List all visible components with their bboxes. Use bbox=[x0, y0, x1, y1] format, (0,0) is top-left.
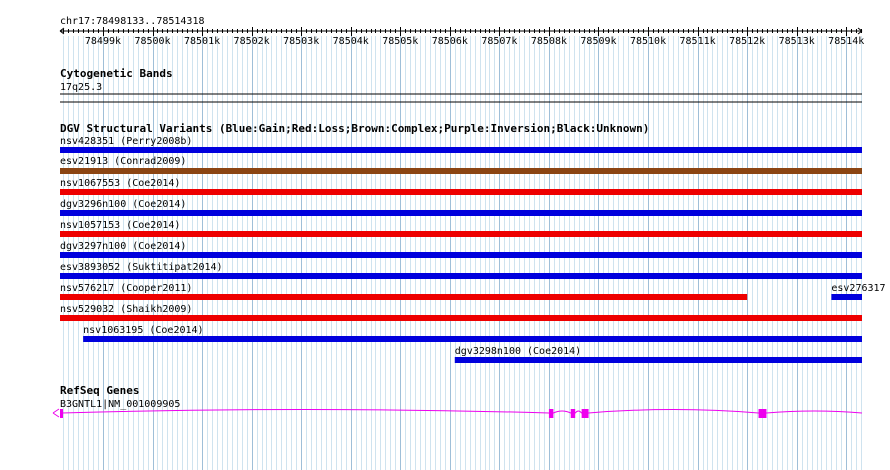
dgv-feature-label: dgv3298n100 (Coe2014) bbox=[455, 346, 581, 357]
gene-exon[interactable] bbox=[581, 409, 589, 418]
dgv-feature-label: esv3893052 (Suktitipat2014) bbox=[60, 262, 223, 273]
ruler-tick-label: 78512k bbox=[729, 36, 765, 47]
ruler-tick-label: 78508k bbox=[531, 36, 567, 47]
dgv-feature-bar[interactable] bbox=[60, 231, 862, 237]
dgv-feature-bar[interactable] bbox=[60, 273, 862, 279]
ruler-tick-label: 78510k bbox=[630, 36, 666, 47]
ruler-tick-label: 78503k bbox=[283, 36, 319, 47]
gene-exon[interactable] bbox=[548, 409, 554, 418]
ruler-tick-label: 78506k bbox=[432, 36, 468, 47]
ruler-left-arrow bbox=[59, 27, 65, 35]
ruler-tick-label: 78499k bbox=[85, 36, 121, 47]
ruler-tick-label: 78501k bbox=[184, 36, 220, 47]
ruler-tick-label: 78507k bbox=[481, 36, 517, 47]
ruler-tick-label: 78514k bbox=[828, 36, 864, 47]
strand-arrow-icon bbox=[52, 408, 60, 418]
dgv-feature-label: esv276317 bbox=[831, 283, 885, 294]
dgv-feature-label: dgv3297n100 (Coe2014) bbox=[60, 241, 186, 252]
dgv-features: nsv428351 (Perry2008b) esv21913 (Conrad20… bbox=[60, 136, 886, 363]
dgv-feature-bar[interactable] bbox=[60, 168, 862, 174]
gene-intron-line bbox=[60, 409, 863, 414]
dgv-feature-bar[interactable] bbox=[60, 294, 748, 300]
position-label: chr17:78498133..78514318 bbox=[60, 16, 205, 27]
dgv-feature-label: nsv529032 (Shaikh2009) bbox=[60, 304, 192, 315]
ruler-ticks bbox=[59, 27, 863, 36]
ruler-tick-label: 78504k bbox=[333, 36, 369, 47]
dgv-feature-bar[interactable] bbox=[831, 294, 862, 300]
cytoband-track-title: Cytogenetic Bands bbox=[60, 67, 173, 80]
gene-label: B3GNTL1|NM_001009905 bbox=[60, 399, 180, 410]
gene-exon[interactable] bbox=[60, 409, 63, 418]
dgv-feature-label: nsv428351 (Perry2008b) bbox=[60, 136, 192, 147]
refseq-track-title: RefSeq Genes bbox=[60, 384, 139, 397]
dgv-track[interactable]: DGV Structural Variants (Blue:Gain;Red:L… bbox=[60, 122, 886, 363]
dgv-track-title: DGV Structural Variants (Blue:Gain;Red:L… bbox=[60, 122, 649, 135]
ruler-tick-label: 78511k bbox=[680, 36, 716, 47]
dgv-feature-bar[interactable] bbox=[454, 357, 862, 363]
refseq-track[interactable]: RefSeq Genes B3GNTL1|NM_001009905 bbox=[52, 384, 863, 418]
gene-exon[interactable] bbox=[570, 409, 576, 418]
dgv-feature-bar[interactable] bbox=[60, 210, 862, 216]
dgv-feature-label: nsv1057153 (Coe2014) bbox=[60, 220, 180, 231]
dgv-feature-label: nsv576217 (Cooper2011) bbox=[60, 283, 192, 294]
ruler-tick-label: 78513k bbox=[779, 36, 815, 47]
gene-model-b3gntl1[interactable] bbox=[52, 408, 863, 418]
dgv-feature-label: dgv3296n100 (Coe2014) bbox=[60, 199, 186, 210]
ruler-track[interactable]: chr17:78498133..78514318 78499k 78500k 785… bbox=[59, 16, 864, 47]
dgv-feature-bar[interactable] bbox=[83, 336, 862, 342]
dgv-feature-label: esv21913 (Conrad2009) bbox=[60, 156, 186, 167]
dgv-feature-label: nsv1063195 (Coe2014) bbox=[83, 325, 203, 336]
dgv-feature-label: nsv1067553 (Coe2014) bbox=[60, 178, 180, 189]
ruler-tick-label: 78505k bbox=[382, 36, 418, 47]
dgv-feature-bar[interactable] bbox=[60, 189, 862, 195]
ruler-tick-label: 78502k bbox=[234, 36, 270, 47]
ruler-tick-label: 78509k bbox=[580, 36, 616, 47]
dgv-feature-bar[interactable] bbox=[60, 252, 862, 258]
dgv-feature-bar[interactable] bbox=[60, 315, 862, 321]
cytoband-label: 17q25.3 bbox=[60, 82, 102, 93]
cytoband-track[interactable]: Cytogenetic Bands 17q25.3 bbox=[60, 67, 862, 103]
dgv-feature-bar[interactable] bbox=[60, 147, 862, 153]
ruler-right-arrow bbox=[857, 27, 863, 35]
gene-exon[interactable] bbox=[758, 409, 767, 418]
ruler-tick-labels: 78499k 78500k 78501k 78502k 78503k 78504k 7850… bbox=[85, 36, 864, 47]
ruler-tick-label: 78500k bbox=[134, 36, 170, 47]
